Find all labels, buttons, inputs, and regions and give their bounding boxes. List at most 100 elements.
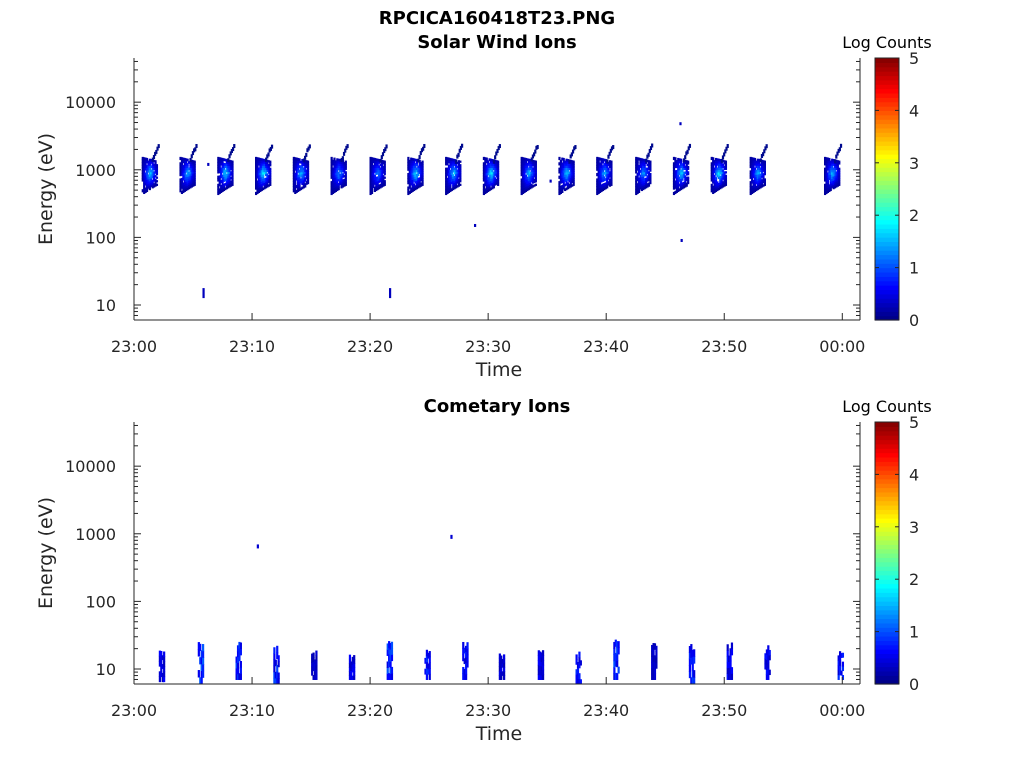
burst-cell — [755, 162, 758, 166]
burst-cell — [759, 183, 762, 187]
burst-cell — [836, 169, 839, 172]
burst-cell — [457, 180, 461, 184]
colorbar-segment — [875, 496, 899, 502]
burst-16 — [764, 645, 771, 680]
burst-cell — [596, 178, 599, 182]
burst-cell — [264, 185, 268, 189]
burst-cell — [561, 185, 564, 189]
burst-cell — [386, 649, 389, 656]
burst-cell — [144, 177, 147, 181]
burst-cell — [192, 169, 195, 172]
burst-cell — [523, 175, 526, 179]
burst-cell — [765, 654, 768, 660]
burst-cell — [672, 181, 676, 185]
burst-cell — [603, 167, 606, 171]
burst-cell — [150, 176, 153, 179]
burst-cell — [530, 183, 533, 187]
burst-cell — [482, 191, 486, 196]
burst-cell — [160, 650, 163, 657]
burst-cell — [533, 171, 536, 174]
burst-cell — [763, 167, 766, 170]
burst-cell — [150, 184, 153, 188]
burst-cell — [389, 661, 392, 668]
burst-cell — [832, 180, 835, 183]
colorbar-label: Log Counts — [842, 33, 932, 52]
burst-cell — [835, 177, 838, 180]
burst-cell — [298, 183, 301, 187]
burst-cell — [710, 170, 713, 174]
burst-cell — [229, 163, 233, 167]
burst-cell — [565, 176, 568, 180]
burst-wisp-cell — [568, 159, 571, 164]
burst-cell — [292, 178, 295, 182]
burst-cell — [712, 175, 715, 179]
burst-cell — [685, 173, 688, 176]
burst-cell — [306, 167, 310, 170]
burst-cell — [637, 177, 641, 181]
colorbar-tick-label: 5 — [909, 49, 919, 68]
burst-cell — [407, 173, 410, 177]
burst-cell — [495, 175, 498, 178]
burst-cell — [484, 162, 487, 166]
burst-cell — [688, 652, 692, 660]
burst-cell — [294, 172, 297, 176]
burst-cell — [457, 175, 461, 178]
burst-cell — [758, 163, 761, 166]
burst-cell — [829, 165, 832, 169]
burst-cell — [523, 170, 526, 174]
colorbar-segment — [875, 570, 899, 576]
colorbar-segment — [875, 267, 899, 273]
burst-11 — [575, 651, 582, 684]
burst-cell — [350, 665, 353, 671]
burst-cell — [143, 188, 146, 192]
burst-cell — [311, 666, 314, 672]
burst-cell — [418, 161, 421, 165]
burst-cell — [236, 656, 240, 663]
burst-cell — [182, 170, 185, 174]
burst-cell — [414, 163, 417, 166]
burst-cell — [155, 165, 159, 169]
burst-cell — [677, 181, 680, 185]
burst-cell — [635, 156, 638, 161]
burst-cell — [305, 175, 308, 178]
burst-cell — [829, 167, 832, 171]
burst-cell — [675, 175, 678, 179]
burst-cell — [334, 177, 338, 181]
burst-cell — [337, 174, 340, 177]
burst-cell — [569, 167, 572, 171]
x-tick-label: 23:30 — [465, 337, 511, 356]
colorbar-label: Log Counts — [842, 397, 932, 416]
burst-cell — [299, 187, 303, 191]
burst-cell — [143, 164, 146, 169]
burst-cell — [453, 184, 456, 188]
colorbar-segment — [875, 158, 899, 164]
burst-wisp-cell — [156, 146, 159, 151]
burst-cell — [454, 163, 458, 167]
burst-wisp-cell — [647, 152, 650, 157]
burst-cell — [608, 180, 612, 184]
burst-cell — [652, 673, 655, 680]
burst-cell — [533, 169, 536, 172]
burst-cell — [190, 163, 193, 167]
burst-cell — [462, 648, 465, 655]
burst-cell — [608, 163, 612, 167]
colorbar-segment — [875, 456, 899, 462]
burst-cell — [828, 189, 831, 193]
burst-cell — [466, 648, 469, 656]
burst-cell — [652, 643, 655, 650]
burst-cell — [829, 174, 832, 178]
burst-cell — [370, 183, 374, 187]
burst-cell — [459, 178, 462, 181]
burst-cell — [566, 186, 570, 190]
burst-cell — [262, 176, 265, 180]
burst-cell — [148, 165, 151, 169]
burst-cell — [717, 158, 720, 162]
burst-cell — [255, 164, 258, 169]
y-axis-label: Energy (eV) — [35, 497, 57, 609]
burst-cell — [415, 176, 418, 179]
burst-cell — [712, 190, 715, 195]
burst-cell — [678, 169, 681, 173]
burst-cell — [369, 181, 372, 185]
burst-cell — [838, 660, 842, 666]
burst-cell — [838, 183, 841, 186]
